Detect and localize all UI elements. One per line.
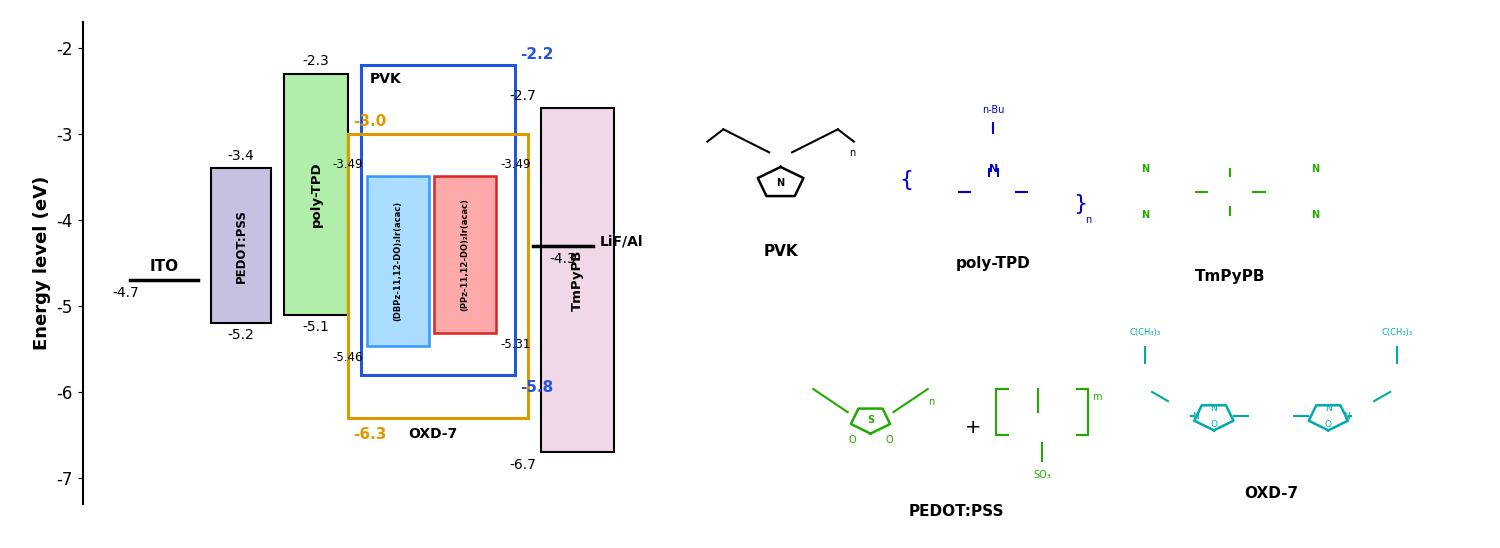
Text: -3.49: -3.49 [333, 158, 363, 171]
Bar [433, 176, 495, 333]
Text: n: n [849, 148, 855, 158]
Text: O: O [885, 435, 892, 445]
Text: N: N [1311, 210, 1318, 220]
Text: N: N [1192, 412, 1198, 421]
Text: -5.46: -5.46 [333, 351, 363, 364]
Text: (PPz-11,12-DO)₂Ir(acac): (PPz-11,12-DO)₂Ir(acac) [460, 198, 470, 311]
Bar [362, 65, 516, 375]
Text: -2.2: -2.2 [520, 47, 554, 61]
Text: SO₃: SO₃ [1034, 470, 1052, 481]
Text: N: N [1344, 412, 1350, 421]
Text: S: S [867, 415, 874, 425]
Text: -3.4: -3.4 [228, 149, 255, 163]
Text: -5.8: -5.8 [520, 380, 554, 395]
Text: -2.3: -2.3 [303, 54, 330, 68]
Text: LiF/Al: LiF/Al [600, 235, 644, 248]
Text: -6.7: -6.7 [509, 458, 536, 472]
Text: n-Bu: n-Bu [982, 105, 1005, 115]
Text: N: N [1142, 210, 1149, 220]
Text: OXD-7: OXD-7 [408, 427, 458, 441]
Text: TmPyPB: TmPyPB [1196, 269, 1266, 283]
Text: PVK: PVK [764, 244, 798, 259]
Text: N: N [1311, 164, 1318, 174]
Text: O: O [849, 435, 856, 445]
Text: N: N [1142, 164, 1149, 174]
Text: PEDOT:PSS: PEDOT:PSS [234, 209, 248, 283]
Text: -3.0: -3.0 [354, 113, 387, 129]
Text: N: N [1210, 404, 1218, 413]
Text: -5.31: -5.31 [500, 338, 531, 351]
Bar [542, 108, 614, 453]
Text: n: n [927, 397, 934, 407]
Text: TmPyPB: TmPyPB [572, 249, 584, 311]
Text: -3.49: -3.49 [500, 158, 531, 171]
Text: (DBPz-11,12-DO)₂Ir(acac): (DBPz-11,12-DO)₂Ir(acac) [393, 201, 402, 321]
Text: {: { [898, 169, 914, 190]
Bar [211, 168, 272, 323]
Text: C(CH₃)₃: C(CH₃)₃ [1130, 328, 1161, 336]
Text: }: } [1074, 194, 1088, 214]
Text: O: O [1324, 420, 1332, 429]
Text: +: + [966, 418, 982, 437]
Text: O: O [1210, 420, 1218, 429]
Bar [348, 134, 528, 418]
Text: -2.7: -2.7 [509, 89, 536, 103]
Bar [284, 73, 348, 315]
Bar [368, 176, 429, 346]
Text: -5.2: -5.2 [228, 328, 255, 342]
Text: poly-TPD: poly-TPD [956, 256, 1030, 271]
Text: ITO: ITO [150, 259, 178, 274]
Text: poly-TPD: poly-TPD [309, 161, 322, 227]
Text: N: N [1324, 404, 1332, 413]
Text: -5.1: -5.1 [303, 320, 330, 334]
Text: -4.7: -4.7 [112, 286, 138, 300]
Text: m: m [1092, 392, 1102, 402]
Text: PEDOT:PSS: PEDOT:PSS [909, 504, 1004, 519]
Text: -4.3: -4.3 [549, 252, 576, 266]
Y-axis label: Energy level (eV): Energy level (eV) [33, 176, 51, 350]
Text: N: N [777, 178, 784, 188]
Text: OXD-7: OXD-7 [1244, 486, 1298, 500]
Text: -6.3: -6.3 [354, 427, 387, 442]
Text: PVK: PVK [369, 72, 402, 86]
Text: N: N [988, 164, 998, 174]
Text: C(CH₃)₃: C(CH₃)₃ [1382, 328, 1413, 336]
Text: n: n [1084, 215, 1090, 225]
